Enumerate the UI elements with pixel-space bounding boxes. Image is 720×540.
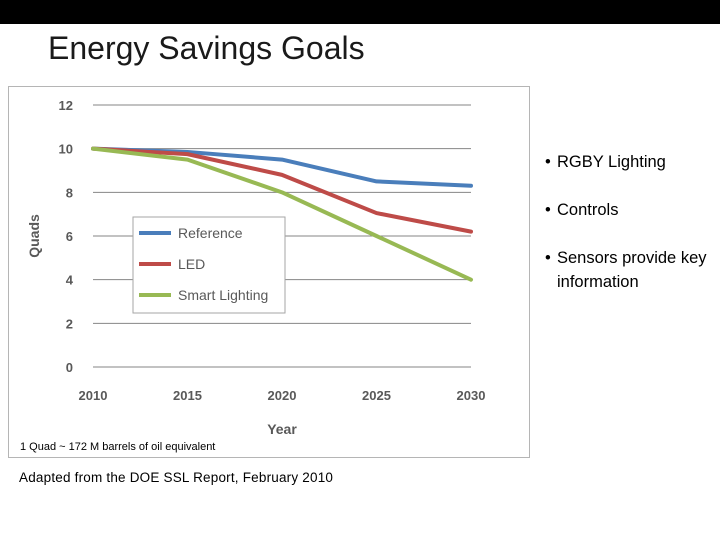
legend-label-reference: Reference	[178, 225, 243, 241]
x-axis-title: Year	[267, 421, 297, 437]
slide-title: Energy Savings Goals	[48, 30, 365, 66]
top-bar	[0, 0, 720, 24]
series-line-smart-lighting	[91, 146, 473, 282]
y-tick-label: 4	[66, 273, 74, 288]
x-tick-label: 2025	[362, 388, 391, 403]
x-tick-label: 2020	[268, 388, 297, 403]
energy-chart: 0 2 4 6 8 10 12 2010 2015 2020 2025 2030 Year Quads Re…	[26, 98, 486, 437]
chart-footnote: 1 Quad ~ 172 M barrels of oil equivalent	[20, 441, 216, 453]
chart-frame: 0 2 4 6 8 10 12 2010 2015 2020 2025 2030 Year Quads Re…	[8, 86, 530, 458]
y-tick-label: 6	[66, 229, 73, 244]
series-line-led	[91, 146, 473, 234]
y-tick-label: 2	[66, 316, 73, 331]
x-tick-label: 2015	[173, 388, 202, 403]
x-tick-label: 2010	[79, 388, 108, 403]
legend-label-smart-lighting: Smart Lighting	[178, 287, 268, 303]
source-note: Adapted from the DOE SSL Report, Februar…	[19, 470, 334, 485]
y-axis-title: Quads	[26, 214, 42, 258]
y-tick-label: 12	[59, 98, 73, 113]
y-tick-label: 0	[66, 360, 73, 375]
y-tick-label: 10	[59, 142, 73, 157]
bullet-item-rgby: RGBY Lighting	[545, 150, 715, 174]
x-tick-label: 2030	[457, 388, 486, 403]
bullet-item-sensors: Sensors provide key information	[545, 246, 715, 294]
bullet-item-controls: Controls	[545, 198, 715, 222]
y-tick-label: 8	[66, 185, 73, 200]
bullet-list: RGBY Lighting Controls Sensors provide k…	[545, 150, 715, 318]
legend-label-led: LED	[178, 256, 205, 272]
